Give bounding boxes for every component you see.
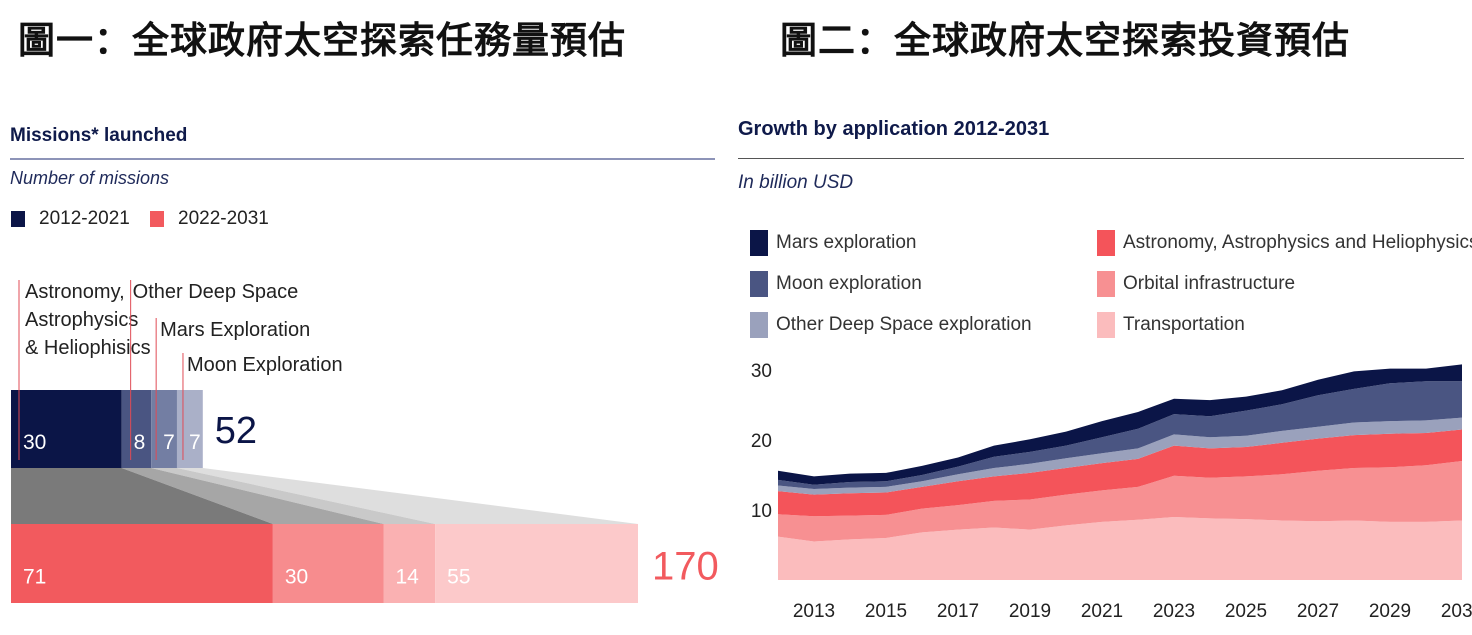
legend-label: Mars exploration [776, 232, 917, 253]
legend-item: Mars exploration [750, 230, 916, 256]
bar-segment [11, 524, 273, 603]
connector-band [151, 468, 436, 524]
category-label: Astrophysics [25, 309, 138, 331]
heading-divider [738, 158, 1464, 159]
bar-segment [151, 390, 177, 468]
connector-band [176, 468, 638, 524]
bar-total-label: 52 [215, 410, 257, 452]
legend-item: Transportation [1097, 312, 1245, 338]
legend-label: Moon exploration [776, 273, 922, 294]
x-tick-label: 2013 [793, 601, 835, 622]
figure2-caption: 圖二：全球政府太空探索投資預估 [780, 19, 1350, 62]
x-tick-label: 2019 [1009, 601, 1051, 622]
heading-divider [10, 158, 715, 160]
legend-swatch [11, 211, 25, 227]
legend-label: 2022-2031 [178, 208, 269, 229]
investment-chart-heading: Growth by application 2012-2031 [738, 118, 1050, 140]
x-tick-label: 2027 [1297, 601, 1339, 622]
legend-label: Orbital infrastructure [1123, 273, 1296, 294]
bar-value-label: 14 [396, 566, 420, 589]
legend-item: Moon exploration [750, 271, 922, 297]
legend-swatch [1097, 312, 1115, 338]
bar-segment [272, 524, 384, 603]
area-series [778, 417, 1462, 495]
investment-chart-subtitle: In billion USD [738, 172, 854, 193]
bar-value-label: 71 [23, 566, 46, 589]
bar-total-label: 170 [652, 545, 719, 589]
x-tick-label: 2017 [937, 601, 979, 622]
y-tick-label: 30 [751, 361, 772, 382]
legend-label: Astronomy, Astrophysics and Heliophysics [1123, 232, 1472, 253]
area-series [778, 364, 1462, 485]
legend-item-2012-2021: 2012-2021 [11, 208, 130, 230]
figure1-caption: 圖一：全球政府太空探索任務量預估 [18, 19, 626, 62]
bar-segment [435, 524, 638, 603]
bar-segment [383, 524, 436, 603]
bar-segment [11, 390, 122, 468]
legend-swatch [1097, 230, 1115, 256]
bar-value-label: 7 [189, 431, 201, 454]
missions-chart-heading: Missions* launched [10, 125, 188, 146]
investment-area-chart: 10 20 30 2013 2015 2017 2019 2021 2023 2025 2027 20… [751, 361, 1472, 622]
y-tick-label: 20 [751, 431, 772, 452]
x-tick-label: 2021 [1081, 601, 1123, 622]
bar-value-label: 8 [134, 431, 146, 454]
legend-swatch [750, 271, 768, 297]
legend-swatch [750, 312, 768, 338]
area-series [778, 381, 1462, 489]
category-label: Mars Exploration [160, 319, 310, 341]
legend-swatch [750, 230, 768, 256]
category-label: & Heliophisics [25, 337, 151, 359]
category-label: Moon Exploration [187, 354, 343, 376]
area-series [778, 461, 1462, 542]
area-series [778, 517, 1462, 580]
legend-label: Transportation [1123, 314, 1245, 335]
connector-band [121, 468, 384, 524]
legend-item: Other Deep Space exploration [750, 312, 1032, 338]
legend-item: Orbital infrastructure [1097, 271, 1295, 297]
bar-value-label: 7 [163, 431, 175, 454]
y-tick-label: 10 [751, 501, 772, 522]
x-tick-label: 2015 [865, 601, 907, 622]
area-series [778, 429, 1462, 517]
x-tick-label: 2025 [1225, 601, 1267, 622]
bar-value-label: 30 [285, 566, 308, 589]
legend-item: Astronomy, Astrophysics and Heliophysics [1097, 230, 1472, 256]
legend-label: 2012-2021 [39, 208, 130, 229]
missions-chart-subtitle: Number of missions [10, 168, 170, 188]
x-tick-label: 2029 [1369, 601, 1411, 622]
legend-label: Other Deep Space exploration [776, 314, 1032, 335]
x-tick-label: 2031 [1441, 601, 1472, 622]
bar-segment [121, 390, 152, 468]
bar-segment [176, 390, 203, 468]
bar-value-label: 55 [447, 566, 470, 589]
investment-chart-panel: Growth by application 2012-2031 In billi… [732, 100, 1472, 635]
missions-chart-panel: Missions* launched Number of missions 20… [0, 100, 720, 635]
legend-swatch [150, 211, 164, 227]
connector-band [11, 468, 273, 524]
x-tick-label: 2023 [1153, 601, 1195, 622]
legend-swatch [1097, 271, 1115, 297]
category-label: Other Deep Space [133, 281, 299, 303]
bar-value-label: 30 [23, 431, 46, 454]
category-label: Astronomy, [25, 281, 125, 303]
legend-item-2022-2031: 2022-2031 [150, 208, 269, 230]
